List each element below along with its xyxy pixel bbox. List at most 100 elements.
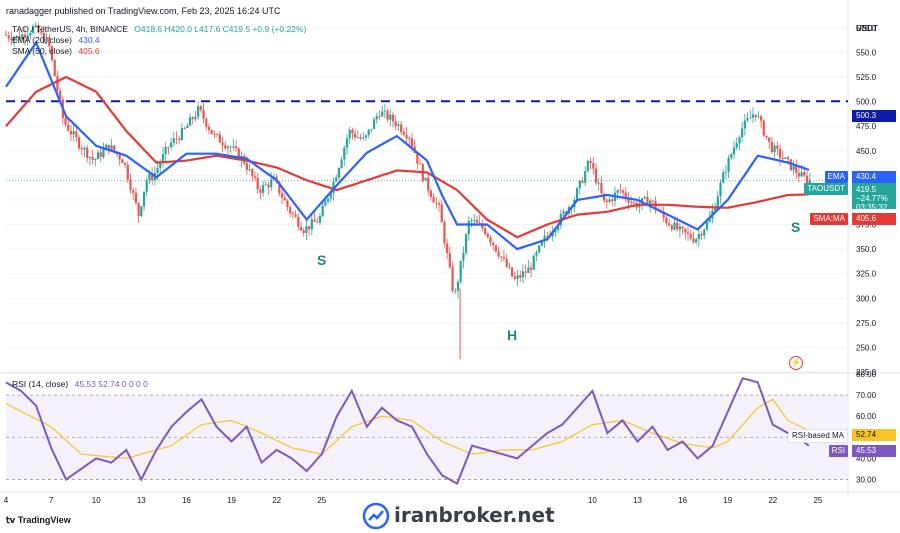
candle-body	[324, 201, 327, 206]
candle-body	[99, 152, 102, 157]
candle-body	[467, 220, 470, 235]
candle-body	[427, 177, 430, 191]
candle-body	[183, 128, 186, 129]
candle-body	[94, 159, 97, 160]
candle-body	[364, 135, 368, 138]
rsi-tick-label: 60.00	[856, 412, 877, 421]
candle-body	[18, 35, 21, 40]
resistance-badge: 500.3	[852, 110, 896, 122]
candle-body	[673, 222, 676, 230]
candle-body	[538, 245, 541, 253]
candle-body	[797, 172, 801, 177]
sma-legend[interactable]: SMA (50, close) 405.6	[12, 46, 100, 56]
rsi-legend[interactable]: RSI (14, close) 45.53 52.74 0 0 0 0	[12, 379, 148, 389]
candle-body	[202, 109, 205, 119]
candle-body	[191, 117, 194, 120]
candle-body	[787, 157, 790, 160]
candle-body	[267, 184, 270, 188]
sma50-line	[5, 75, 809, 239]
price-tick-label: 350.0	[856, 245, 877, 254]
ema-legend[interactable]: EMA (20, close) 430.4	[12, 35, 100, 45]
candle-body	[159, 163, 162, 169]
ema-tag: EMA	[824, 171, 848, 183]
candle-body	[308, 226, 311, 230]
last-price-badge: 419.5 −24.77% 03:35:32	[852, 183, 896, 212]
candle-body	[535, 252, 538, 256]
candle-body	[178, 138, 181, 140]
candle-body	[627, 198, 630, 203]
time-tick-label: 22	[272, 496, 281, 505]
candle-body	[21, 34, 24, 40]
candle-body	[59, 90, 62, 100]
candle-body	[316, 221, 319, 223]
candle-body	[808, 179, 811, 184]
candle-body	[554, 229, 557, 233]
candle-body	[31, 26, 35, 33]
candle-body	[497, 251, 500, 257]
rsi-badge: 45.53	[852, 445, 896, 457]
ticker-tag: TAOUSDT	[804, 183, 848, 195]
candle-body	[597, 182, 600, 184]
price-tick-label: 225.0	[856, 368, 877, 377]
candle-body	[329, 193, 332, 199]
candle-body	[456, 281, 460, 291]
candle-body	[792, 166, 795, 171]
publisher-line: ranadagger published on TradingView.com,…	[6, 6, 281, 16]
candle-body	[416, 152, 419, 164]
rsi-ma-tag: RSI-based MA	[787, 429, 848, 443]
candle-body	[167, 146, 170, 148]
candle-body	[381, 111, 384, 117]
candle-body	[102, 149, 105, 157]
last-price: 419.5	[856, 185, 877, 194]
candle-body	[389, 114, 392, 120]
candle-body	[778, 148, 782, 159]
candle-body	[529, 267, 533, 270]
rsi-tick-label: 80.00	[856, 370, 877, 379]
candle-body	[96, 152, 100, 160]
candle-body	[732, 147, 736, 155]
candle-body	[727, 157, 730, 172]
time-tick-label: 19	[227, 496, 236, 505]
candle-body	[692, 238, 695, 243]
candle-body	[207, 126, 211, 130]
candle-body	[142, 191, 146, 207]
candle-body	[765, 135, 768, 138]
time-tick-label: 10	[588, 496, 597, 505]
candle-body	[689, 233, 692, 239]
candle-body	[695, 239, 698, 243]
candle-body	[205, 118, 208, 127]
candle-body	[489, 237, 492, 243]
candle-body	[481, 223, 484, 229]
ema-legend-label: EMA (20, close)	[12, 35, 72, 45]
sma-legend-value: 405.6	[78, 46, 100, 56]
candle-body	[500, 256, 503, 258]
candle-body	[670, 225, 673, 230]
candle-body	[137, 202, 140, 217]
flash-icon[interactable]: ⚡	[789, 356, 803, 370]
time-tick-label: 13	[137, 496, 146, 505]
tradingview-logo[interactable]: 𝗍𝘃 TradingView	[6, 515, 71, 526]
candle-body	[486, 233, 489, 238]
candle-body	[505, 258, 508, 267]
candle-body	[697, 234, 700, 240]
candle-body	[253, 176, 257, 178]
symbol-label: TAO / TetherUS, 4h, BINANCE	[12, 24, 128, 34]
candle-body	[226, 146, 230, 149]
candle-body	[221, 142, 224, 146]
candle-body	[394, 121, 397, 126]
candle-body	[4, 34, 8, 36]
candle-body	[451, 267, 454, 291]
time-tick-label: 25	[813, 496, 822, 505]
candle-body	[470, 220, 473, 222]
candle-body	[188, 117, 192, 126]
candle-body	[611, 199, 614, 201]
candle-body	[405, 134, 408, 139]
candle-body	[462, 252, 465, 261]
candle-body	[194, 116, 197, 120]
brand-text: iranbroker.net	[394, 503, 555, 527]
candle-body	[64, 118, 67, 125]
rsi-tag: RSI	[828, 445, 848, 457]
candle-body	[562, 211, 565, 214]
